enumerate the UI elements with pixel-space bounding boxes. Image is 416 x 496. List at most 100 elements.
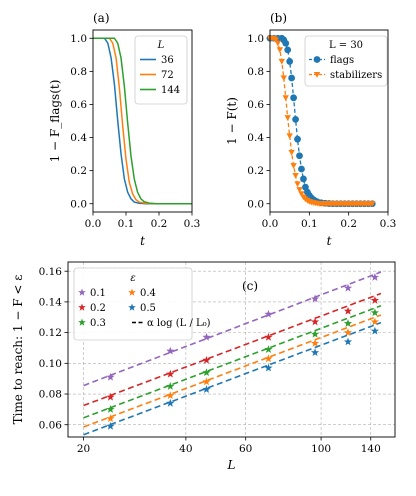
legend-label-144: 144 [161,85,180,96]
data-point-eps-0.3 [264,345,273,353]
data-point-flags [282,39,290,47]
data-point-stabilizers [282,95,289,102]
data-point-eps-0.5 [202,385,211,393]
data-point-eps-0.2 [106,392,115,401]
panel-label: (b) [270,11,287,25]
x-tick-label: 140 [361,443,381,455]
fit-line-0.3 [83,305,382,419]
legend-title: L = 30 [329,40,363,51]
legend-label-0.5: 0.5 [140,303,156,314]
legend-label-0.4: 0.4 [140,288,156,299]
y-tick-label: 0.4 [247,132,264,144]
axes-frame [269,29,389,213]
x-tick-label: 0.0 [85,218,102,230]
data-point-flags [288,74,296,82]
axes-frame [92,29,193,213]
x-tick-label: 0.2 [151,218,168,230]
data-point-eps-0.3 [106,405,115,413]
fit-line-0.1 [83,271,382,387]
data-point-eps-0.3 [370,308,379,317]
data-point-eps-0.5 [264,363,273,372]
data-point-stabilizers [278,58,285,65]
data-point-stabilizers [288,149,295,156]
data-point-flags [292,115,299,123]
data-point-stabilizers [369,201,376,207]
data-point-eps-0.5 [370,326,379,335]
data-point-eps-0.3 [166,382,175,390]
data-point-flags [290,94,297,102]
data-point-stabilizers [276,47,284,54]
y-tick-label: 0.2 [70,165,87,177]
series-line-72 [93,37,192,205]
fit-line-0.2 [83,292,382,407]
data-point-flags [286,58,294,65]
y-tick-label: 0.08 [39,389,62,401]
data-point-eps-0.2 [343,306,353,315]
legend-label-0.3: 0.3 [90,318,106,329]
fit-line-0.5 [83,321,382,436]
legend-label-36: 36 [161,55,174,66]
legend-marker-0.2 [78,303,86,311]
y-tick-label: 0.8 [247,66,264,78]
x-tick-label: 0.1 [301,218,318,230]
data-point-flags [284,46,292,54]
legend-label-0.2: 0.2 [90,303,106,314]
series-line-144 [93,37,192,205]
data-point-stabilizers [284,115,291,121]
data-point-eps-0.1 [370,273,379,281]
data-point-eps-0.1 [166,346,175,355]
y-tick-label: 0.4 [70,132,87,144]
data-point-stabilizers [296,187,303,193]
legend-marker-0.5 [128,303,136,311]
legend-label-72: 72 [161,70,174,81]
y-axis-label: 1 − F(t) [225,97,239,145]
x-tick-label: 40 [179,443,192,455]
panel-c: 20 40 60 100 140 0.06 0.08 0.10 0.12 0.14 0.16 (c) L… [11,261,396,472]
legend-label-0.1: 0.1 [90,288,106,299]
data-point-flags [300,175,307,183]
data-point-eps-0.5 [310,348,320,357]
y-tick-label: 0.8 [70,66,87,78]
y-tick-label: 0.2 [247,165,264,177]
data-point-stabilizers [286,133,293,140]
data-point-eps-0.4 [310,339,320,347]
panel-label: (c) [242,279,258,293]
data-point-eps-0.1 [264,309,273,318]
data-point-eps-0.3 [202,368,211,377]
fit-line-0.4 [83,314,382,428]
data-point-eps-0.4 [264,354,273,363]
y-tick-label: 0.06 [39,419,63,431]
y-axis-label: Time to reach: 1 − F < ε [11,275,25,425]
x-tick-label: 100 [311,443,331,455]
data-point-stabilizers [298,191,305,197]
legend-label-flags: flags [330,55,354,66]
legend-marker-stabilizers [313,71,321,78]
data-point-flags [296,152,303,160]
data-point-eps-0.4 [202,377,211,386]
data-point-eps-0.3 [310,329,320,338]
legend-box [134,35,188,105]
series-line-stabilizers [270,37,373,205]
data-point-eps-0.4 [106,414,115,423]
data-point-eps-0.1 [310,294,320,303]
x-tick-label: 0.3 [380,218,397,230]
x-axis-label: L [227,458,236,472]
y-tick-label: 0.16 [39,266,63,278]
data-point-eps-0.3 [343,319,353,327]
data-point-stabilizers [274,40,282,47]
y-tick-label: 0.14 [39,297,63,309]
x-tick-label: 20 [77,443,90,455]
y-tick-label: 1.0 [247,33,264,45]
x-axis-label: t [140,234,145,248]
y-axis-label: 1 − F_flags(t) [48,80,62,163]
data-point-stabilizers [294,181,301,188]
data-point-stabilizers [272,37,280,44]
legend-marker-0.3 [78,318,86,326]
legend-marker-0.4 [128,288,136,296]
y-tick-label: 0.6 [70,99,87,111]
data-point-eps-0.5 [343,337,353,346]
y-tick-label: 1.0 [70,33,87,45]
panel-label: (a) [93,11,110,25]
data-point-eps-0.5 [106,421,115,430]
